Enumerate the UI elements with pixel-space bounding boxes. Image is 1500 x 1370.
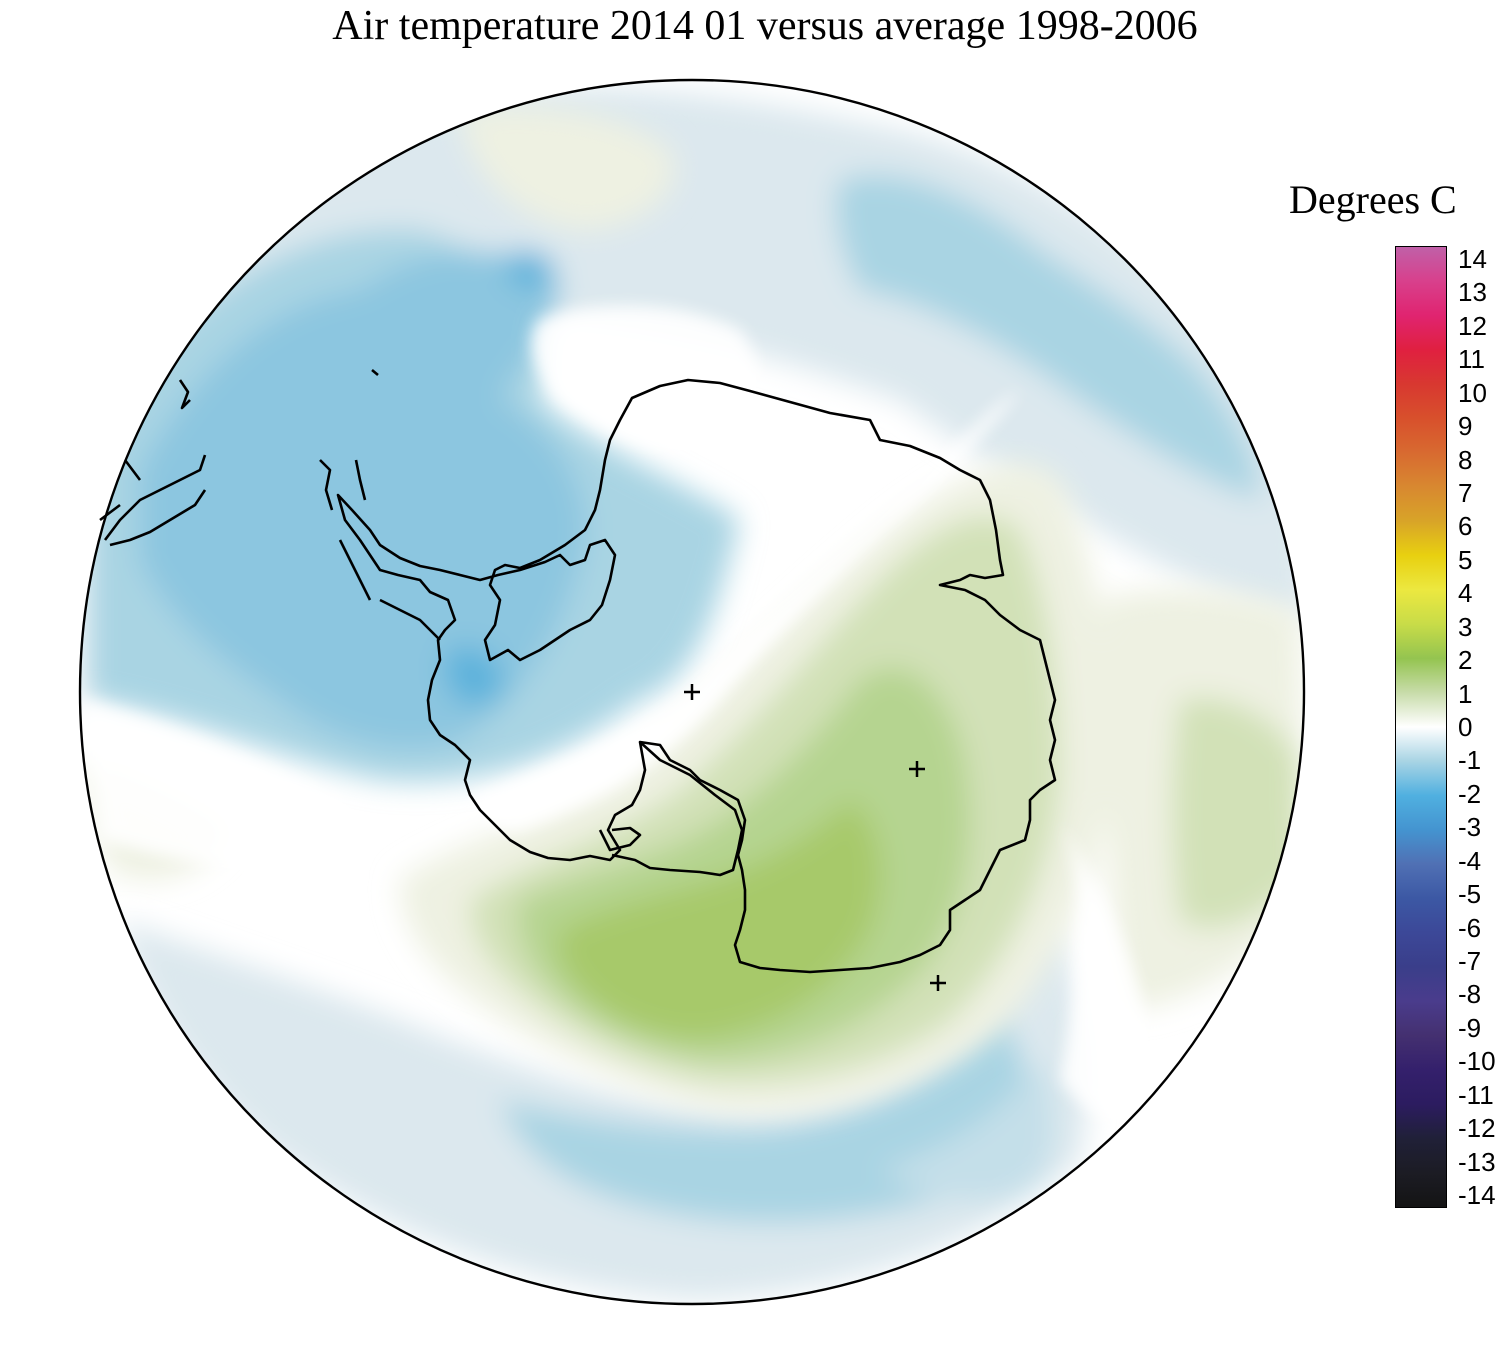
ross-sea-shelf-ridge: [598, 826, 642, 852]
colorbar-tick-label: 9: [1458, 411, 1473, 442]
colorbar-tick-label: 13: [1458, 277, 1487, 308]
colorbar-tick-label: -2: [1458, 778, 1482, 809]
reference-markers: [684, 684, 946, 991]
colorbar-tick-label: 11: [1458, 344, 1485, 375]
antarctica-coastline: [336, 378, 1057, 974]
colorbar-tick-label: -3: [1458, 812, 1482, 843]
colorbar-tick-label: -7: [1458, 946, 1482, 976]
ross-ice-shelf-line: [611, 741, 744, 877]
map-title: Air temperature 2014 01 versus average 1…: [332, 3, 1198, 49]
colorbar-tick-label: -13: [1458, 1146, 1496, 1177]
colorbar-tick-label: 10: [1458, 377, 1487, 408]
colorbar-tick-label: 2: [1458, 645, 1473, 676]
coastlines: [99, 369, 1057, 974]
neutral-band: [80, 306, 1152, 1122]
cross-marker-east: [909, 761, 925, 777]
pole-cross-marker: [684, 684, 700, 700]
colorbar-tick-label: 6: [1458, 511, 1473, 542]
colorbar-tick-label: 3: [1458, 611, 1473, 642]
south-america-tip: [99, 379, 207, 547]
colorbar: [1395, 246, 1447, 1208]
colorbar-tick-label: 0: [1458, 712, 1473, 742]
colorbar-tick-label: 1: [1458, 678, 1473, 709]
colorbar-tick-label: -9: [1458, 1012, 1482, 1043]
cold-region-lower: [120, 920, 1089, 1300]
colorbar-tick-label: -8: [1458, 979, 1482, 1010]
cold-region-upper: [80, 87, 1304, 782]
colorbar-tick-label: -5: [1458, 879, 1482, 910]
colorbar-tick-label: 4: [1458, 578, 1473, 609]
peninsula-islands: [319, 369, 441, 641]
colorbar-tick-label: -6: [1458, 912, 1482, 943]
colorbar-tick-label: -1: [1458, 745, 1482, 776]
colorbar-tick-label: -10: [1458, 1046, 1496, 1077]
legend-title: Degrees C: [1289, 177, 1457, 222]
colorbar-tick-label: 5: [1458, 544, 1473, 575]
colorbar-tick-label: 8: [1458, 444, 1473, 475]
cross-marker-south: [930, 975, 946, 991]
colorbar-tick-label: -12: [1458, 1113, 1496, 1144]
map-boundary: [78, 78, 1306, 1306]
colorbar-tick-label: -14: [1458, 1180, 1496, 1210]
colorbar-tick-label: 7: [1458, 478, 1473, 508]
colorbar-tick-label: -4: [1458, 845, 1482, 876]
colorbar-tick-label: 14: [1458, 244, 1487, 274]
colorbar-tick-label: 12: [1458, 310, 1487, 341]
colorbar-tick-label: -11: [1458, 1079, 1494, 1110]
